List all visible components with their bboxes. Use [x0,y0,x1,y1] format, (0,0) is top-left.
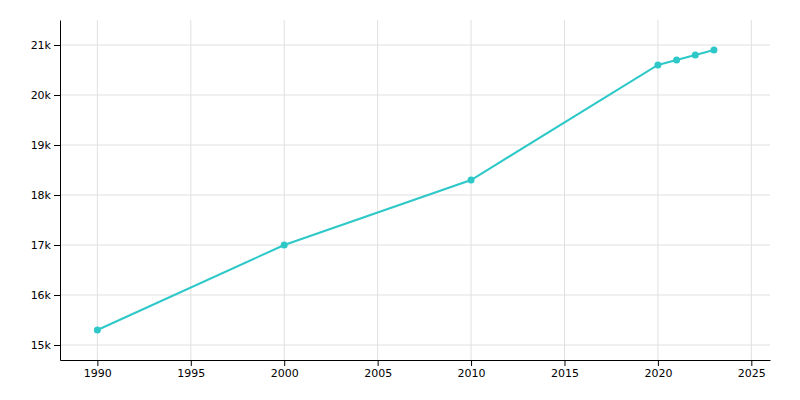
y-tick-mark [54,45,60,46]
y-tick-label: 21k [31,39,52,52]
line [97,50,714,330]
y-tick-label: 17k [31,239,52,252]
grid-line-x [751,20,752,360]
point [468,177,475,184]
x-tick: 2005 [364,360,392,380]
grid-line-y [60,245,770,246]
y-tick-label: 16k [31,289,52,302]
y-tick-mark [54,245,60,246]
y-tick-mark [54,195,60,196]
point [673,57,680,64]
x-tick-label: 2020 [644,367,672,380]
point [654,62,661,69]
x-tick-mark [658,360,659,366]
y-tick: 20k [31,89,60,102]
grid-line-x [657,20,658,360]
data-area [94,47,718,334]
x-axis-line [61,360,771,361]
x-tick: 2025 [738,360,766,380]
y-tick-label: 19k [31,139,52,152]
x-tick: 2015 [551,360,579,380]
point [94,327,101,334]
x-tick-label: 1990 [84,367,112,380]
grid-line-y [60,145,770,146]
x-tick-label: 2000 [271,367,299,380]
y-tick-mark [54,295,60,296]
x-tick: 1990 [84,360,112,380]
x-tick: 1995 [177,360,205,380]
x-tick-mark [191,360,192,366]
y-tick-label: 18k [31,189,52,202]
y-tick-label: 15k [31,339,52,352]
grid-line-x [97,20,98,360]
x-tick-mark [751,360,752,366]
point [281,242,288,249]
x-tick-mark [378,360,379,366]
y-axis-line [60,21,61,361]
y-tick-label: 20k [31,89,52,102]
grid-line-y [60,45,770,46]
grid-line-y [60,345,770,346]
y-tick: 21k [31,39,60,52]
x-tick-mark [97,360,98,366]
grid-line-x [284,20,285,360]
y-axis: 15k 16k 17k 18k 19k 20k 21k [31,21,61,361]
grid-line-x [190,20,191,360]
y-tick-mark [54,145,60,146]
y-tick-mark [54,95,60,96]
x-tick-label: 1995 [177,367,205,380]
x-tick-label: 2025 [738,367,766,380]
grid-line-x [377,20,378,360]
x-tick-mark [284,360,285,366]
grid-line-y [60,195,770,196]
grid [60,20,770,360]
point [710,47,717,54]
x-tick: 2000 [271,360,299,380]
x-axis: 1990 1995 2000 2005 2010 2015 2020 2025 [61,360,771,380]
x-tick-mark [471,360,472,366]
x-tick-label: 2015 [551,367,579,380]
grid-line-x [564,20,565,360]
y-tick-mark [54,345,60,346]
point [692,52,699,59]
x-tick-label: 2005 [364,367,392,380]
grid-line-y [60,95,770,96]
y-tick: 16k [31,289,60,302]
x-tick: 2020 [644,360,672,380]
x-tick-mark [564,360,565,366]
y-tick: 15k [31,339,60,352]
grid-line-y [60,295,770,296]
plot-area: 1990 1995 2000 2005 2010 2015 2020 2025 15k 16k 17… [31,20,771,380]
chart: 1990 1995 2000 2005 2010 2015 2020 2025 15k 16k 17… [0,0,800,400]
y-tick: 18k [31,189,60,202]
x-tick: 2010 [458,360,486,380]
x-tick-label: 2010 [458,367,486,380]
y-tick: 17k [31,239,60,252]
y-tick: 19k [31,139,60,152]
grid-line-x [471,20,472,360]
